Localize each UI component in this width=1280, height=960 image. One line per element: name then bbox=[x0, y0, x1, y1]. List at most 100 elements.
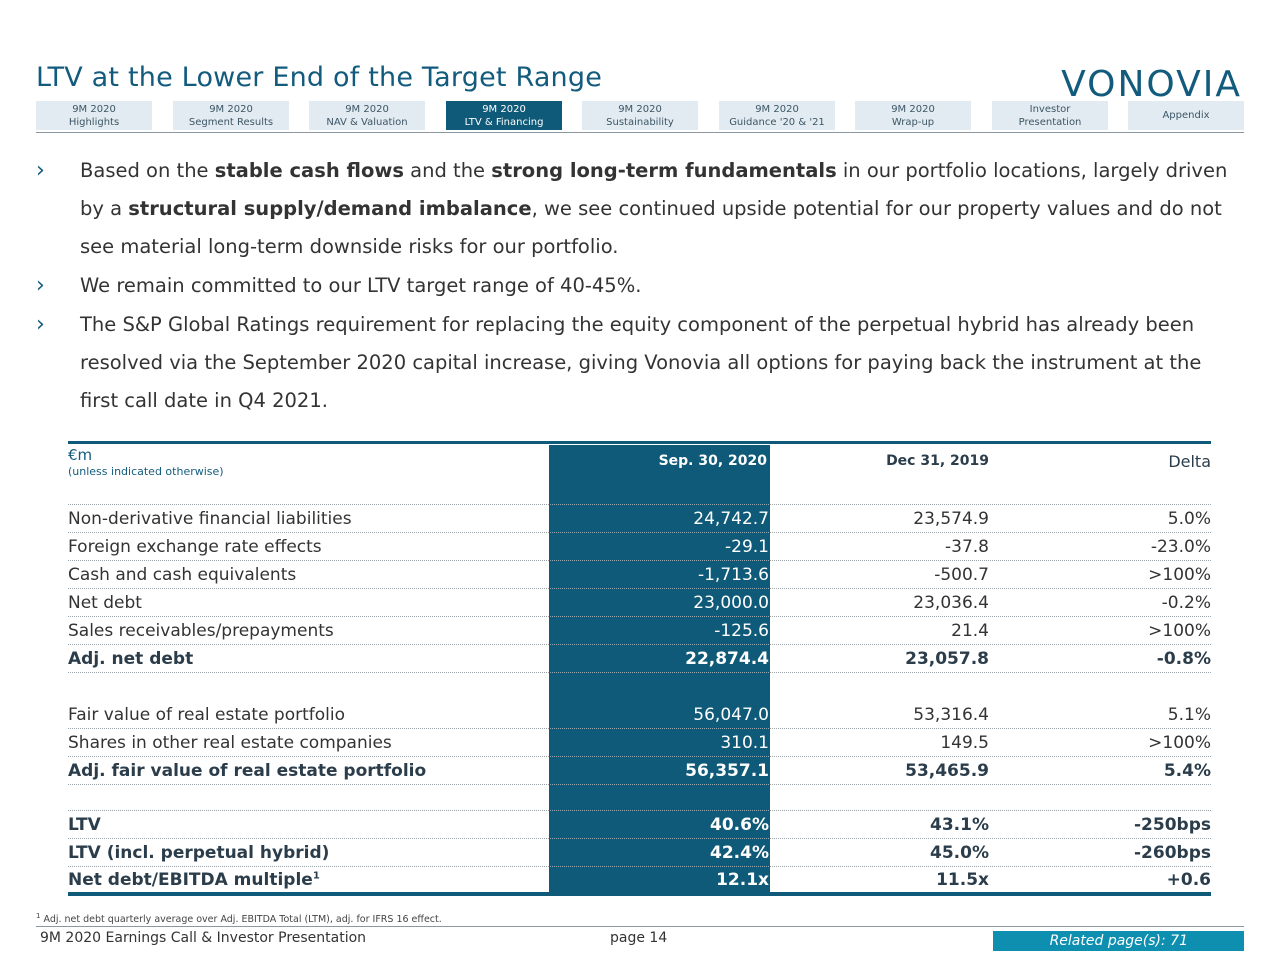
tab-label-line1: 9M 2020 bbox=[891, 104, 935, 115]
chevron-right-icon: › bbox=[36, 158, 45, 183]
chevron-right-icon: › bbox=[36, 312, 45, 337]
cell-delta: -23.0% bbox=[1150, 537, 1211, 557]
table-row: LTV (incl. perpetual hybrid) 42.4% 45.0%… bbox=[68, 839, 1211, 867]
cell-sep-2020: 23,000.0 bbox=[693, 593, 769, 613]
tab-label-line1: 9M 2020 bbox=[755, 104, 799, 115]
bullet-item-1: › Based on the stable cash flows and the… bbox=[36, 152, 1236, 266]
cell-delta: 5.1% bbox=[1167, 705, 1211, 725]
bullet-text: and the bbox=[403, 159, 492, 182]
tab-nav-valuation[interactable]: 9M 2020 NAV & Valuation bbox=[309, 101, 425, 130]
row-label: Sales receivables/prepayments bbox=[68, 621, 334, 641]
bullet-bold-text: stable cash flows bbox=[214, 159, 404, 182]
page-number: page 14 bbox=[610, 930, 668, 946]
cell-dec-2019: 11.5x bbox=[936, 870, 989, 890]
column-header-dec-2019: Dec 31, 2019 bbox=[886, 453, 989, 469]
cell-sep-2020: 310.1 bbox=[720, 733, 769, 753]
cell-sep-2020: -1,713.6 bbox=[697, 565, 769, 585]
nav-divider bbox=[36, 132, 1244, 133]
tab-label-line1: 9M 2020 bbox=[618, 104, 662, 115]
tab-wrap-up[interactable]: 9M 2020 Wrap-up bbox=[855, 101, 971, 130]
tab-label-line2: NAV & Valuation bbox=[326, 117, 408, 128]
tab-sustainability[interactable]: 9M 2020 Sustainability bbox=[582, 101, 698, 130]
footnote-text: Adj. net debt quarterly average over Adj… bbox=[40, 914, 442, 926]
tab-label-line1: 9M 2020 bbox=[72, 104, 116, 115]
cell-delta: +0.6 bbox=[1166, 870, 1211, 890]
related-pages-link[interactable]: Related page(s): 71 bbox=[993, 931, 1244, 951]
cell-dec-2019: 23,036.4 bbox=[913, 593, 989, 613]
bullet-text: The S&P Global Ratings requirement for r… bbox=[80, 313, 1202, 412]
tab-label-line2: LTV & Financing bbox=[464, 117, 544, 128]
table-bottom-rule bbox=[68, 892, 1211, 896]
tab-segment-results[interactable]: 9M 2020 Segment Results bbox=[173, 101, 289, 130]
bullet-text: in our portfolio locations, largely driv… bbox=[80, 159, 1228, 220]
table-row: LTV 40.6% 43.1% -250bps bbox=[68, 810, 1211, 839]
row-label: Non-derivative financial liabilities bbox=[68, 509, 352, 529]
cell-sep-2020: 22,874.4 bbox=[685, 649, 769, 669]
row-label: LTV bbox=[68, 815, 101, 835]
row-label: Foreign exchange rate effects bbox=[68, 537, 322, 557]
cell-dec-2019: 149.5 bbox=[940, 733, 989, 753]
cell-sep-2020: 12.1x bbox=[716, 870, 769, 890]
cell-sep-2020: 56,047.0 bbox=[693, 705, 769, 725]
row-label: Adj. net debt bbox=[68, 649, 194, 669]
column-header-sep-2020: Sep. 30, 2020 bbox=[658, 453, 767, 469]
table-row: Net debt 23,000.0 23,036.4 -0.2% bbox=[68, 589, 1211, 617]
table-row: Foreign exchange rate effects -29.1 -37.… bbox=[68, 533, 1211, 561]
vonovia-logo: VONOVIA bbox=[1061, 64, 1242, 105]
cell-sep-2020: 42.4% bbox=[710, 843, 769, 863]
cell-delta: -0.2% bbox=[1161, 593, 1211, 613]
cell-dec-2019: 53,316.4 bbox=[913, 705, 989, 725]
cell-dec-2019: 23,574.9 bbox=[913, 509, 989, 529]
row-label: LTV (incl. perpetual hybrid) bbox=[68, 843, 330, 863]
bullet-text: , we see continued upside potential for … bbox=[80, 197, 1222, 258]
cell-delta: -250bps bbox=[1134, 815, 1211, 835]
table-row: Sales receivables/prepayments -125.6 21.… bbox=[68, 617, 1211, 645]
cell-delta: 5.4% bbox=[1163, 761, 1211, 781]
row-label: Cash and cash equivalents bbox=[68, 565, 297, 585]
tab-label-line1: 9M 2020 bbox=[209, 104, 253, 115]
chevron-right-icon: › bbox=[36, 273, 45, 298]
tab-ltv-financing[interactable]: 9M 2020 LTV & Financing bbox=[446, 101, 562, 130]
table-row: Adj. net debt 22,874.4 23,057.8 -0.8% bbox=[68, 645, 1211, 673]
tab-label-line2: Highlights bbox=[68, 117, 120, 128]
tab-label-line1: 9M 2020 bbox=[345, 104, 389, 115]
table-row: Non-derivative financial liabilities 24,… bbox=[68, 504, 1211, 533]
table-row: Shares in other real estate companies 31… bbox=[68, 729, 1211, 757]
cell-delta: -0.8% bbox=[1156, 649, 1211, 669]
tab-label-line2: Wrap-up bbox=[891, 117, 935, 128]
row-label: Fair value of real estate portfolio bbox=[68, 705, 346, 725]
bullet-text: We remain committed to our LTV target ra… bbox=[80, 274, 642, 297]
footer-divider bbox=[36, 926, 1244, 927]
tab-appendix[interactable]: Appendix bbox=[1128, 101, 1244, 130]
tab-label-line1: Investor bbox=[1029, 104, 1071, 115]
cell-dec-2019: -500.7 bbox=[934, 565, 989, 585]
bullet-item-2: › We remain committed to our LTV target … bbox=[36, 267, 1236, 305]
tab-label-line2: Segment Results bbox=[188, 117, 274, 128]
cell-dec-2019: 23,057.8 bbox=[905, 649, 989, 669]
cell-delta: >100% bbox=[1148, 621, 1211, 641]
tab-label-line2: Sustainability bbox=[606, 117, 674, 128]
bullet-bold-text: strong long-term fundamentals bbox=[491, 159, 837, 182]
row-label: Net debt/EBITDA multiple1 bbox=[68, 870, 320, 890]
cell-dec-2019: -37.8 bbox=[945, 537, 989, 557]
cell-dec-2019: 21.4 bbox=[951, 621, 989, 641]
cell-sep-2020: -29.1 bbox=[725, 537, 769, 557]
bullet-text: Based on the bbox=[80, 159, 215, 182]
cell-sep-2020: 56,357.1 bbox=[685, 761, 769, 781]
tab-label-line1: Appendix bbox=[1162, 110, 1210, 121]
row-label-text: Net debt/EBITDA multiple bbox=[68, 870, 313, 890]
table-row: Fair value of real estate portfolio 56,0… bbox=[68, 701, 1211, 729]
page-title: LTV at the Lower End of the Target Range bbox=[36, 62, 603, 93]
tab-investor-presentation[interactable]: Investor Presentation bbox=[992, 101, 1108, 130]
table-row: Cash and cash equivalents -1,713.6 -500.… bbox=[68, 561, 1211, 589]
bullet-item-3: › The S&P Global Ratings requirement for… bbox=[36, 306, 1236, 420]
tab-label-line2: Presentation bbox=[1018, 117, 1082, 128]
row-label: Adj. fair value of real estate portfolio bbox=[68, 761, 427, 781]
cell-dec-2019: 45.0% bbox=[930, 843, 989, 863]
highlight-column bbox=[549, 445, 770, 896]
tab-highlights[interactable]: 9M 2020 Highlights bbox=[36, 101, 152, 130]
tab-guidance[interactable]: 9M 2020 Guidance '20 & '21 bbox=[719, 101, 835, 130]
footnote-marker: 1 bbox=[312, 870, 320, 882]
cell-delta: -260bps bbox=[1134, 843, 1211, 863]
footnote-marker: 1 bbox=[36, 912, 41, 920]
